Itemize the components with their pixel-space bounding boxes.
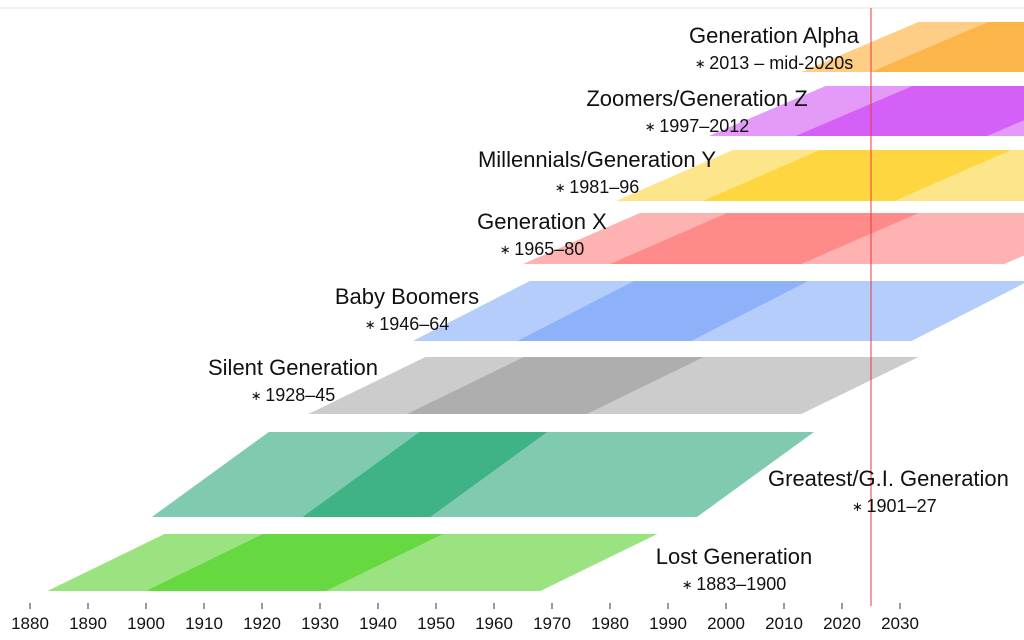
generation-name: Lost Generation (656, 544, 813, 569)
band-main-segment (702, 150, 1012, 201)
generation-name: Millennials/Generation Y (478, 147, 716, 172)
x-tick-label: 1900 (127, 614, 165, 633)
generation-name: Silent Generation (208, 355, 378, 380)
generation-band (801, 22, 1024, 72)
x-tick-label: 2000 (707, 614, 745, 633)
x-tick-label: 1990 (649, 614, 687, 633)
generation-band (708, 86, 1024, 136)
generation-years: ∗ 1965–80 (500, 239, 585, 259)
x-tick-label: 1920 (243, 614, 281, 633)
generation-years: ∗ 1883–1900 (682, 574, 787, 594)
birth-asterisk-icon: ∗ (500, 242, 515, 257)
x-tick-label: 2010 (765, 614, 803, 633)
generation-band (151, 432, 815, 517)
x-tick-label: 1960 (475, 614, 513, 633)
x-tick-label: 1930 (301, 614, 339, 633)
generation-labels: Lost Generation ∗ 1883–1900 Greatest/G.I. … (208, 23, 1009, 594)
generation-band (615, 150, 1024, 201)
band-main-segment (517, 281, 809, 341)
x-tick-label: 1890 (69, 614, 107, 633)
birth-asterisk-icon: ∗ (365, 317, 380, 332)
band-main-segment (146, 534, 443, 591)
x-tick-label: 1940 (359, 614, 397, 633)
generation-years: ∗ 2013 – mid-2020s (695, 53, 854, 73)
generation-years: ∗ 1928–45 (251, 385, 336, 405)
band-main-segment (871, 22, 1024, 72)
generation-years: ∗ 1997–2012 (645, 116, 750, 136)
x-tick-label: 1950 (417, 614, 455, 633)
generation-years: ∗ 1981–96 (555, 177, 640, 197)
band-main-segment (610, 213, 919, 264)
x-tick-label: 2030 (881, 614, 919, 633)
generation-name: Generation Alpha (689, 23, 860, 48)
birth-asterisk-icon: ∗ (645, 119, 660, 134)
generation-years: ∗ 1946–64 (365, 314, 450, 334)
generation-band (523, 213, 1024, 264)
birth-asterisk-icon: ∗ (695, 56, 710, 71)
band-main-segment (407, 357, 704, 414)
birth-asterisk-icon: ∗ (682, 577, 697, 592)
x-axis-ticks: 1880 1890 1900 1910 1920 1930 1940 1950 1960 1970… (11, 603, 919, 633)
birth-asterisk-icon: ∗ (555, 180, 570, 195)
band-main-segment (795, 86, 1024, 136)
x-tick-label: 1910 (185, 614, 223, 633)
generation-name: Zoomers/Generation Z (586, 86, 807, 111)
x-tick-label: 2020 (823, 614, 861, 633)
x-tick-label: 1970 (533, 614, 571, 633)
birth-asterisk-icon: ∗ (852, 499, 867, 514)
generation-name: Greatest/G.I. Generation (768, 466, 1009, 491)
generation-name: Baby Boomers (335, 284, 479, 309)
generation-band (308, 357, 919, 414)
x-tick-label: 1880 (11, 614, 49, 633)
generation-name: Generation X (477, 209, 607, 234)
generation-band (412, 281, 1024, 341)
band-main-segment (302, 432, 548, 517)
generation-band (47, 534, 658, 591)
birth-asterisk-icon: ∗ (251, 388, 266, 403)
generation-years: ∗ 1901–27 (852, 496, 937, 516)
generation-bands (47, 22, 1024, 591)
x-tick-label: 1980 (591, 614, 629, 633)
